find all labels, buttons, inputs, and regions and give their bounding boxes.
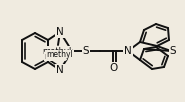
- Text: methyl: methyl: [44, 52, 72, 61]
- Text: methyl: methyl: [47, 50, 73, 59]
- Text: S: S: [170, 46, 176, 56]
- Text: N: N: [56, 27, 64, 37]
- Text: O: O: [109, 63, 117, 73]
- Text: N: N: [56, 65, 64, 75]
- Text: methyl: methyl: [42, 47, 72, 55]
- Text: S: S: [83, 46, 89, 56]
- Text: N: N: [124, 46, 132, 56]
